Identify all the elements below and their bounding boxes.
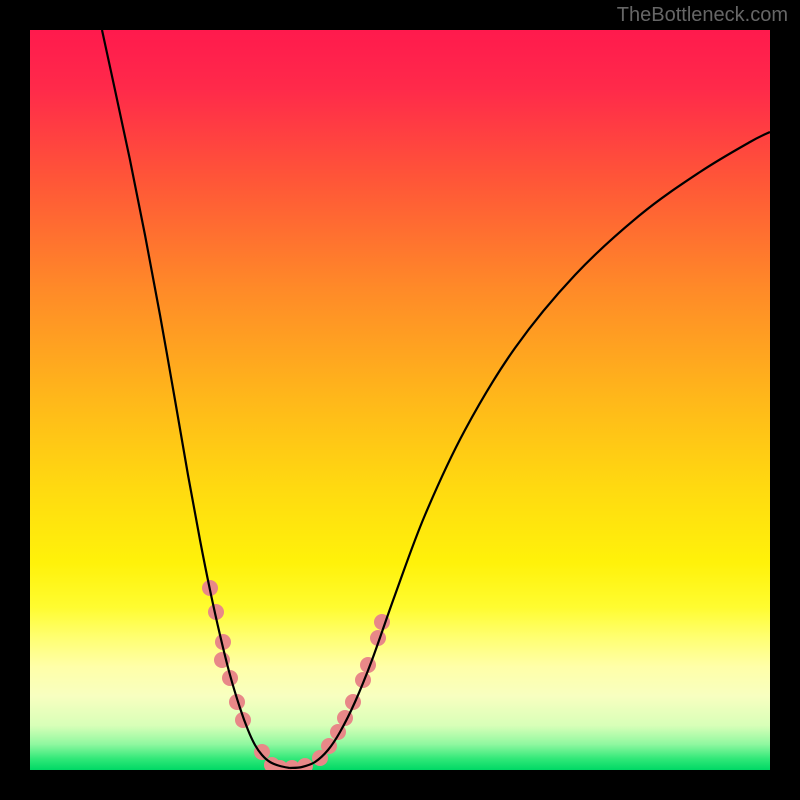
- curve-layer: [30, 30, 770, 770]
- chart-frame: [30, 30, 770, 770]
- bottleneck-curve-left: [102, 30, 290, 768]
- watermark-text: TheBottleneck.com: [617, 4, 788, 27]
- plot-area: [30, 30, 770, 770]
